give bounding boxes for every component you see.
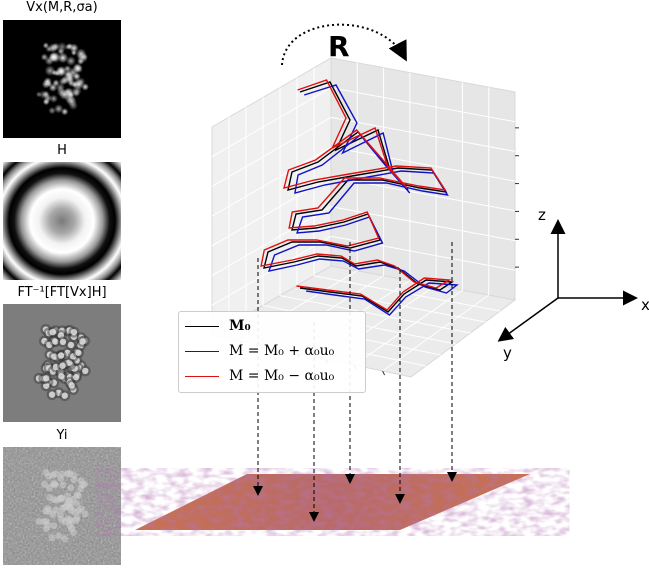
legend-item-m0: M₀ [185,316,251,336]
vx-projection-image [3,20,121,138]
legend-item-plus: M = M₀ + α₀u₀ [185,341,334,361]
axis-z-label: z [538,206,546,224]
ift-panel-title: FT⁻¹[FT[Vx]H] [17,285,107,300]
filtered-projection-image [3,304,121,422]
ctf-h-image [3,162,121,280]
trace-plus [267,84,459,316]
backbone-traces [260,79,459,316]
rotation-label: R [328,30,350,63]
legend-item-minus: M = M₀ − α₀u₀ [185,366,334,386]
axis-y-label: y [503,344,512,362]
legend-swatch-black [185,325,219,327]
noisy-image-yi [3,447,121,565]
rotation-arrow [281,23,407,66]
projection-plane [135,474,530,530]
axis-x-label: x [641,296,649,314]
yi-panel-title: Yi [56,428,68,443]
trace-minus [260,79,452,311]
legend-swatch-red [185,375,219,377]
legend-swatch-blue [185,350,219,352]
h-panel-title: H [57,143,67,158]
legend: M₀ M = M₀ + α₀u₀ M = M₀ − α₀u₀ [178,311,366,393]
vx-panel-title: Vx(M,R,σa) [26,0,98,15]
coordinate-axes [497,219,638,342]
